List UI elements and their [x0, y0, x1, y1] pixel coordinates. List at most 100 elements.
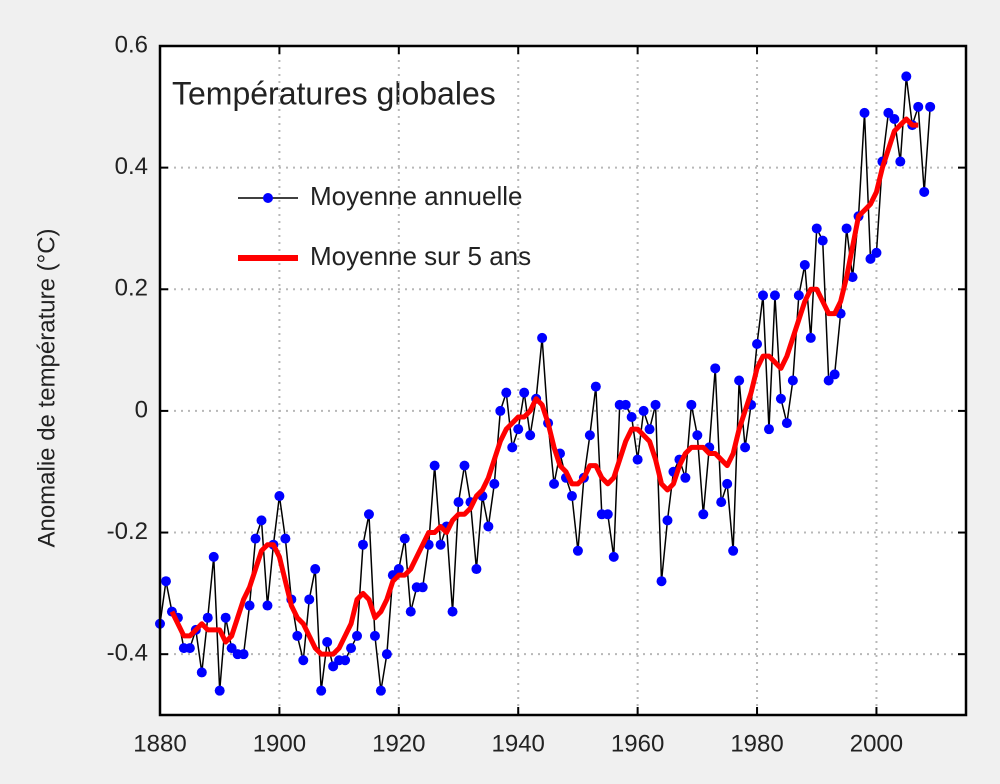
data-point	[901, 71, 912, 82]
data-point	[316, 685, 327, 696]
data-point	[686, 399, 697, 410]
data-point	[525, 430, 536, 441]
data-point	[626, 411, 637, 422]
data-point	[292, 630, 303, 641]
data-point	[513, 424, 524, 435]
data-point	[238, 649, 249, 660]
y-tick-label: 0.6	[115, 31, 148, 58]
data-point	[244, 600, 255, 611]
data-point	[847, 272, 858, 283]
data-point	[214, 685, 225, 696]
data-point	[566, 491, 577, 502]
x-tick-label: 1940	[492, 730, 545, 757]
data-point	[925, 101, 936, 112]
data-point	[758, 290, 769, 301]
data-point	[752, 339, 763, 350]
data-point	[399, 533, 410, 544]
y-tick-label: -0.4	[107, 640, 148, 667]
data-point	[304, 594, 315, 605]
data-point	[889, 113, 900, 124]
data-point	[196, 667, 207, 678]
data-point	[805, 332, 816, 343]
data-point	[638, 405, 649, 416]
data-point	[811, 223, 822, 234]
plot-area	[160, 46, 966, 715]
data-point	[346, 643, 357, 654]
data-point	[447, 606, 458, 617]
data-point	[793, 290, 804, 301]
legend-label: Moyenne sur 5 ans	[310, 241, 531, 271]
annual-line	[159, 75, 931, 692]
data-point	[435, 539, 446, 550]
data-point	[871, 247, 882, 258]
data-point	[722, 478, 733, 489]
data-point	[322, 637, 333, 648]
data-point	[775, 393, 786, 404]
data-point	[429, 460, 440, 471]
x-tick-label: 1880	[133, 730, 186, 757]
data-point	[590, 381, 601, 392]
data-point	[417, 582, 428, 593]
data-point	[662, 515, 673, 526]
y-tick-label: 0.2	[115, 275, 148, 302]
data-point	[393, 564, 404, 575]
x-tick-label: 1960	[611, 730, 664, 757]
data-point	[572, 545, 583, 556]
data-point	[405, 606, 416, 617]
data-point	[381, 649, 392, 660]
data-point	[250, 533, 261, 544]
data-point	[184, 643, 195, 654]
data-point	[459, 460, 470, 471]
data-point	[369, 630, 380, 641]
data-point	[656, 576, 667, 587]
data-point	[357, 539, 368, 550]
data-point	[608, 551, 619, 562]
data-point	[763, 424, 774, 435]
data-point	[489, 478, 500, 489]
legend-marker	[263, 193, 273, 203]
y-tick-label: 0	[135, 396, 148, 423]
x-tick-label: 2000	[850, 730, 903, 757]
data-point	[160, 576, 171, 587]
data-point	[549, 478, 560, 489]
data-point	[483, 521, 494, 532]
y-axis-label: Anomalie de température (°C)	[33, 228, 60, 547]
data-point	[256, 515, 267, 526]
data-point	[537, 332, 548, 343]
data-point	[740, 442, 751, 453]
data-point	[220, 612, 231, 623]
data-point	[620, 399, 631, 410]
x-tick-label: 1920	[372, 730, 425, 757]
data-point	[274, 491, 285, 502]
data-point	[817, 235, 828, 246]
y-tick-label: -0.2	[107, 518, 148, 545]
data-point	[781, 418, 792, 429]
x-tick-label: 1900	[253, 730, 306, 757]
data-point	[202, 612, 213, 623]
data-point	[710, 363, 721, 374]
data-point	[507, 442, 518, 453]
chart-title: Températures globales	[172, 75, 496, 111]
data-point	[692, 430, 703, 441]
data-point	[584, 430, 595, 441]
data-point	[453, 497, 464, 508]
data-point	[650, 399, 661, 410]
data-point	[644, 424, 655, 435]
data-point	[602, 509, 613, 520]
data-point	[352, 630, 363, 641]
data-point	[495, 405, 506, 416]
data-point	[501, 387, 512, 398]
data-point	[519, 387, 530, 398]
data-point	[632, 454, 643, 465]
data-point	[841, 223, 852, 234]
data-point	[769, 290, 780, 301]
data-point	[829, 369, 840, 380]
data-point	[375, 685, 386, 696]
data-point	[799, 259, 810, 270]
y-tick-label: 0.4	[115, 153, 148, 180]
legend-label: Moyenne annuelle	[310, 181, 523, 211]
data-point	[298, 655, 309, 666]
data-point	[680, 472, 691, 483]
data-point	[859, 107, 870, 118]
data-point	[208, 551, 219, 562]
